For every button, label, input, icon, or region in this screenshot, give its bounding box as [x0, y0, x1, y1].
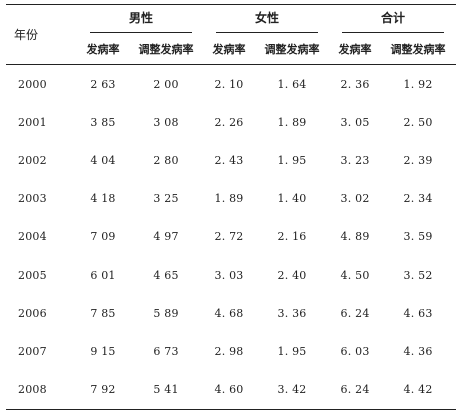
total-rate-cell: 3. 23	[340, 153, 370, 167]
group-header-total: 合计	[330, 4, 457, 35]
group-header-female-label: 女性	[216, 7, 319, 33]
total-adjusted-rate-cell: 4. 63	[403, 306, 433, 320]
female-rate-cell: 3. 03	[214, 268, 244, 282]
group-header-female: 女性	[204, 4, 331, 35]
female-adjusted-rate-cell: 1. 64	[277, 77, 307, 91]
total-adjusted-rate-cell: 4. 36	[403, 344, 433, 358]
year-cell: 2001	[18, 115, 47, 129]
male-adjusted-rate-cell: 4 97	[153, 230, 179, 244]
male-adjusted-rate-cell: 2 00	[153, 77, 179, 91]
female-rate-cell: 2. 72	[214, 230, 244, 244]
male-rate-cell: 3 85	[90, 115, 116, 129]
header-sub-row: 发病率 调整发病率 发病率 调整发病率 发病率 调整发病率	[6, 34, 457, 65]
male-rate-cell: 7 85	[90, 306, 116, 320]
male-adjusted-rate-cell: 3 08	[153, 115, 179, 129]
year-cell: 2005	[18, 268, 47, 282]
year-cell: 2004	[18, 230, 47, 244]
male-rate-cell: 4 04	[90, 153, 116, 167]
table-row: 2008 7 92 5 41 4. 60 3. 42 6. 24 4. 42	[6, 370, 457, 410]
sub-header-total-rate: 发病率	[330, 34, 381, 65]
table-row: 2001 3 85 3 08 2. 26 1. 89 3. 05 2. 50	[6, 103, 456, 141]
sub-header-male-rate: 发病率	[78, 34, 128, 65]
total-adjusted-rate-cell: 3. 59	[403, 230, 433, 244]
female-adjusted-rate-cell: 1. 89	[277, 115, 307, 129]
male-rate-cell: 4 18	[90, 192, 116, 206]
table-row: 2006 7 85 5 89 4. 68 3. 36 6. 24 4. 63	[6, 294, 456, 332]
female-rate-cell: 2. 10	[214, 77, 244, 91]
group-header-total-label: 合计	[342, 7, 445, 33]
year-cell: 2003	[18, 192, 47, 206]
total-rate-cell: 4. 89	[340, 230, 370, 244]
total-rate-cell: 2. 36	[340, 77, 370, 91]
male-adjusted-rate-cell: 5 89	[153, 306, 179, 320]
total-adjusted-rate-cell: 1. 92	[403, 77, 433, 91]
male-rate-cell: 7 09	[90, 230, 116, 244]
male-rate-cell: 2 63	[90, 77, 116, 91]
female-rate-cell: 1. 89	[214, 192, 244, 206]
total-adjusted-rate-cell: 2. 34	[403, 192, 433, 206]
total-adjusted-rate-cell: 2. 50	[403, 115, 433, 129]
female-adjusted-rate-cell: 2. 16	[277, 230, 307, 244]
total-rate-cell: 6. 24	[340, 306, 370, 320]
female-adjusted-rate-cell: 3. 42	[254, 370, 331, 410]
total-adjusted-rate-cell: 3. 52	[403, 268, 433, 282]
female-adjusted-rate-cell: 1. 95	[277, 153, 307, 167]
group-header-male-label: 男性	[90, 7, 193, 33]
sub-header-total-adjusted-rate: 调整发病率	[380, 34, 457, 65]
male-adjusted-rate-cell: 4 65	[153, 268, 179, 282]
male-adjusted-rate-cell: 2 80	[153, 153, 179, 167]
year-cell: 2002	[18, 153, 47, 167]
table-body: 2000 2 63 2 00 2. 10 1. 64 2. 36 1. 92 2…	[6, 65, 457, 410]
year-cell: 2007	[18, 344, 47, 358]
male-adjusted-rate-cell: 6 73	[153, 344, 179, 358]
group-header-male: 男性	[78, 4, 205, 35]
total-rate-cell: 6. 24	[330, 370, 381, 410]
total-adjusted-rate-cell: 2. 39	[403, 153, 433, 167]
table-row: 2003 4 18 3 25 1. 89 1. 40 3. 02 2. 34	[6, 180, 456, 218]
female-adjusted-rate-cell: 2. 40	[277, 268, 307, 282]
year-cell: 2008	[6, 370, 78, 410]
year-column-header: 年份	[6, 4, 78, 65]
incidence-table: 年份 男性 女性 合计 发病率 调整发病率 发病率 调整发病率 发病率 调整发病…	[6, 4, 457, 410]
sub-header-male-adjusted-rate: 调整发病率	[128, 34, 205, 65]
total-rate-cell: 6. 03	[340, 344, 370, 358]
female-rate-cell: 2. 26	[214, 115, 244, 129]
table-row: 2004 7 09 4 97 2. 72 2. 16 4. 89 3. 59	[6, 218, 456, 256]
female-rate-cell: 2. 98	[214, 344, 244, 358]
year-cell: 2006	[18, 306, 47, 320]
table-row: 2000 2 63 2 00 2. 10 1. 64 2. 36 1. 92	[6, 65, 456, 104]
sub-header-female-rate: 发病率	[204, 34, 255, 65]
female-adjusted-rate-cell: 3. 36	[277, 306, 307, 320]
sub-header-female-adjusted-rate: 调整发病率	[254, 34, 331, 65]
table-row: 2007 9 15 6 73 2. 98 1. 95 6. 03 4. 36	[6, 332, 456, 370]
female-adjusted-rate-cell: 1. 95	[277, 344, 307, 358]
total-rate-cell: 3. 05	[340, 115, 370, 129]
female-rate-cell: 4. 60	[204, 370, 255, 410]
male-rate-cell: 6 01	[90, 268, 116, 282]
total-rate-cell: 4. 50	[340, 268, 370, 282]
header-group-row: 年份 男性 女性 合计	[6, 4, 457, 65]
female-rate-cell: 4. 68	[214, 306, 244, 320]
male-adjusted-rate-cell: 5 41	[128, 370, 205, 410]
female-adjusted-rate-cell: 1. 40	[277, 192, 307, 206]
male-rate-cell: 7 92	[78, 370, 128, 410]
female-rate-cell: 2. 43	[214, 153, 244, 167]
table-row: 2002 4 04 2 80 2. 43 1. 95 3. 23 2. 39	[6, 141, 456, 179]
male-rate-cell: 9 15	[90, 344, 116, 358]
year-cell: 2000	[18, 77, 47, 91]
total-adjusted-rate-cell: 4. 42	[380, 370, 457, 410]
total-rate-cell: 3. 02	[340, 192, 370, 206]
table-row: 2005 6 01 4 65 3. 03 2. 40 4. 50 3. 52	[6, 256, 456, 294]
male-adjusted-rate-cell: 3 25	[153, 192, 179, 206]
